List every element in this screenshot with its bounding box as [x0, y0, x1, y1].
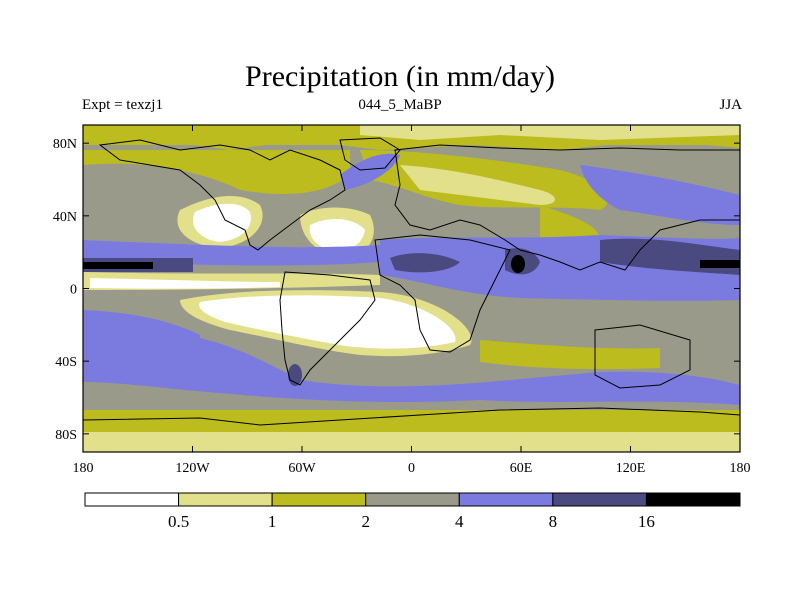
coast-africa — [374, 234, 511, 353]
pacific-max — [700, 260, 740, 268]
south-subtropics-dry — [199, 295, 456, 349]
colorbar-swatch — [84, 492, 180, 507]
x-tick-label: 180 — [73, 461, 94, 476]
eurasia-light — [400, 165, 555, 205]
colorbar-swatch — [271, 492, 367, 507]
north-pacific-blue — [580, 165, 740, 225]
na-dry — [192, 203, 251, 242]
colorbar-label: 2 — [361, 512, 370, 531]
colorbar-swatch — [178, 492, 273, 507]
coast-australia — [594, 324, 691, 389]
north-pacific-yellow — [83, 150, 350, 195]
season-label: JJA — [719, 97, 742, 113]
colorbar-swatch — [365, 492, 460, 507]
colorbar-label: 1 — [268, 512, 277, 531]
colorbar-swatch — [458, 492, 554, 507]
sw-pacific-blue — [83, 310, 200, 345]
africa-monsoon — [390, 253, 460, 273]
arctic-light — [360, 125, 740, 140]
colorbar-label: 0.5 — [168, 512, 189, 531]
x-tick-label: 120E — [616, 461, 646, 476]
coast-greenland — [339, 137, 401, 171]
map-title: Precipitation (in mm/day) — [245, 60, 555, 93]
x-tick-label: 60W — [288, 461, 316, 476]
colorbar-label: 4 — [455, 512, 464, 531]
experiment-label: Expt = texzj1 — [82, 97, 163, 113]
x-tick-label: 60E — [510, 461, 533, 476]
x-tick-label: 180 — [730, 461, 751, 476]
antarctic-light — [83, 432, 740, 452]
y-tick-label: 80S — [55, 428, 77, 443]
coast-eurasia — [394, 144, 740, 271]
y-tick-label: 40N — [53, 210, 77, 225]
southern-storm-track — [83, 328, 740, 405]
y-axis: 80N 40N 0 40S 80S — [53, 137, 740, 443]
atlantic-dry — [309, 218, 365, 251]
coast-antarctica — [83, 407, 740, 426]
indian-south-yellow — [480, 340, 660, 370]
x-tick-label: 0 — [408, 461, 415, 476]
y-tick-label: 40S — [55, 355, 77, 370]
southern-grey — [83, 382, 280, 410]
north-atlantic-blue — [340, 153, 400, 190]
coastlines — [83, 137, 740, 426]
colorbar-label: 8 — [549, 512, 558, 531]
colorbar-swatch — [552, 492, 647, 507]
equator-dry — [90, 278, 280, 289]
period-label: 044_5_MaBP — [358, 97, 442, 113]
y-tick-label: 0 — [70, 283, 77, 298]
x-tick-label: 120W — [175, 461, 210, 476]
colorbar: 0.5 1 2 4 8 16 — [84, 492, 741, 531]
colorbar-swatch — [645, 492, 741, 507]
itcz-max — [83, 262, 153, 269]
coast-north-america — [98, 139, 346, 251]
arabia-max — [511, 255, 525, 273]
y-tick-label: 80N — [53, 137, 77, 152]
map-field — [83, 125, 740, 452]
coast-south-america — [279, 271, 376, 386]
x-axis: 180 120W 60W 0 60E 120E 180 — [73, 125, 751, 476]
colorbar-label: 16 — [638, 512, 655, 531]
